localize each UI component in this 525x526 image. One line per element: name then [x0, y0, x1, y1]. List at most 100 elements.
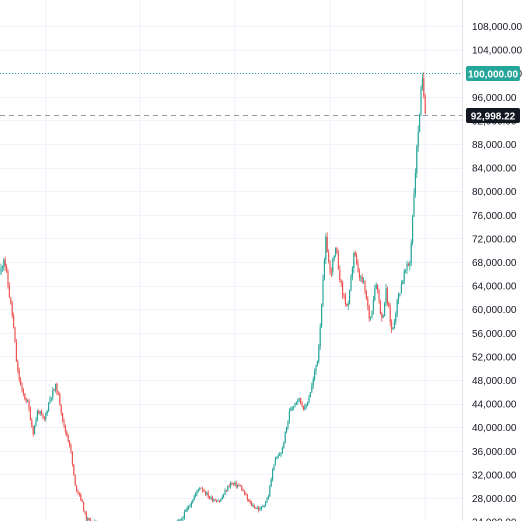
- candle-body: [21, 385, 22, 390]
- candle-body: [247, 495, 248, 499]
- candle-body: [303, 406, 304, 410]
- candle-body: [17, 362, 18, 370]
- candle-body: [248, 499, 249, 501]
- candle-body: [406, 264, 407, 270]
- candle-body: [408, 264, 409, 266]
- candle-body: [44, 417, 45, 418]
- candle-body: [244, 491, 245, 495]
- candle-body: [219, 501, 220, 502]
- candle-body: [339, 270, 340, 281]
- candle-body: [40, 411, 41, 413]
- candle-body: [342, 282, 343, 294]
- candle-body: [334, 255, 335, 259]
- candle-body: [251, 503, 252, 506]
- candle-body: [297, 400, 298, 402]
- candle-body: [7, 271, 8, 286]
- candle-body: [257, 508, 258, 509]
- candle-body: [3, 260, 4, 267]
- y-tick-label: 40,000.00: [472, 423, 517, 434]
- candle-body: [381, 313, 382, 317]
- candle-body: [5, 260, 6, 267]
- y-tick-label: 52,000.00: [472, 352, 517, 363]
- candle-body: [308, 397, 309, 402]
- candle-body: [266, 499, 267, 502]
- candle-body: [378, 290, 379, 301]
- candle-body: [409, 263, 410, 265]
- y-tick-label: 84,000.00: [472, 164, 517, 175]
- candle-body: [55, 384, 56, 390]
- candle-body: [415, 173, 416, 193]
- candle-body: [2, 267, 3, 268]
- candle-body: [395, 313, 396, 321]
- candle-body: [224, 491, 225, 495]
- candle-body: [192, 500, 193, 503]
- candle-body: [402, 281, 403, 285]
- candle-body: [364, 281, 365, 291]
- candle-body: [202, 488, 203, 490]
- candle-body: [68, 436, 69, 441]
- candle-body: [220, 499, 221, 501]
- candle-body: [191, 503, 192, 506]
- candle-body: [369, 306, 370, 318]
- y-tick-label: 44,000.00: [472, 400, 517, 411]
- candle-body: [350, 276, 351, 290]
- candle-body: [264, 505, 265, 506]
- candle-body: [185, 510, 186, 511]
- candle-body: [398, 294, 399, 300]
- candle-body: [387, 288, 388, 302]
- candle-body: [252, 505, 253, 506]
- candle-body: [275, 459, 276, 465]
- candle-body: [282, 448, 283, 454]
- candle-body: [318, 346, 319, 361]
- candle-body: [335, 248, 336, 255]
- candle-body: [287, 421, 288, 427]
- candle-body: [75, 475, 76, 485]
- candle-body: [238, 485, 239, 486]
- price-axis[interactable]: 108,000.00104,000.00100,000.0096,000.009…: [472, 22, 522, 521]
- candle-body: [307, 402, 308, 405]
- candle-body: [66, 432, 67, 436]
- y-tick-label: 60,000.00: [472, 305, 517, 316]
- candle-body: [63, 421, 64, 426]
- candle-body: [240, 486, 241, 487]
- candle-body: [203, 490, 204, 491]
- candle-body: [208, 492, 209, 497]
- candle-body: [306, 405, 307, 406]
- candle-body: [6, 266, 7, 271]
- candle-body: [56, 384, 57, 393]
- price-tag-label: 92,998.22: [471, 112, 516, 123]
- candle-body: [184, 512, 185, 519]
- candle-body: [194, 496, 195, 500]
- candle-body: [276, 458, 277, 459]
- candle-body: [370, 317, 371, 319]
- candle-body: [27, 401, 28, 402]
- candle-body: [16, 342, 17, 361]
- candle-body: [31, 420, 32, 427]
- candle-body: [34, 425, 35, 434]
- candle-body: [327, 237, 328, 252]
- candle-body: [182, 518, 183, 519]
- candle-body: [236, 483, 237, 487]
- candle-body: [371, 311, 372, 317]
- candle-body: [325, 237, 326, 260]
- candle-body: [41, 411, 42, 415]
- candle-body: [241, 486, 242, 490]
- candle-body: [332, 259, 333, 272]
- candle-body: [231, 483, 232, 484]
- candle-body: [324, 260, 325, 279]
- candle-body: [299, 398, 300, 400]
- candle-body: [391, 322, 392, 329]
- candle-body: [10, 297, 11, 303]
- candle-body: [355, 253, 356, 255]
- candle-body: [45, 414, 46, 419]
- candle-body: [425, 96, 426, 113]
- y-tick-label: 96,000.00: [472, 93, 517, 104]
- y-tick-label: 88,000.00: [472, 140, 517, 151]
- candle-body: [205, 492, 206, 495]
- y-tick-label: 76,000.00: [472, 211, 517, 222]
- candle-body: [273, 464, 274, 470]
- candle-body: [59, 394, 60, 405]
- candle-body: [86, 513, 87, 521]
